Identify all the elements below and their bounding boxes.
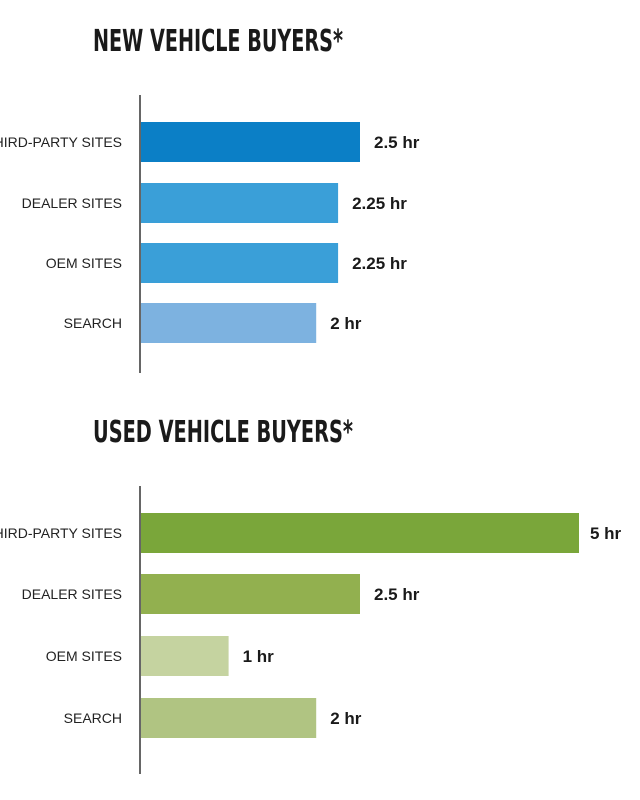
category-label: SEARCH xyxy=(64,315,122,331)
value-label: 1 hr xyxy=(243,647,275,666)
value-label: 2.5 hr xyxy=(374,133,420,152)
category-label: OEM SITES xyxy=(46,648,122,664)
value-label: 2 hr xyxy=(330,314,362,333)
bar xyxy=(141,183,339,223)
bar xyxy=(141,698,317,738)
category-label: THIRD-PARTY SITES xyxy=(0,525,122,541)
value-label: 2.25 hr xyxy=(352,254,407,273)
value-label: 2.25 hr xyxy=(352,194,407,213)
category-label: THIRD-PARTY SITES xyxy=(0,134,122,150)
bar xyxy=(141,513,579,553)
chart-title: USED VEHICLE BUYERS* xyxy=(93,415,353,450)
value-label: 2 hr xyxy=(330,709,362,728)
chart-new-vehicle-buyers: NEW VEHICLE BUYERS* THIRD-PARTY SITES 2.5… xyxy=(0,24,420,373)
bar xyxy=(141,303,317,343)
chart-used-vehicle-buyers: USED VEHICLE BUYERS* THIRD-PARTY SITES 5 … xyxy=(0,415,622,774)
bar xyxy=(141,122,360,162)
bar xyxy=(141,636,229,676)
category-label: DEALER SITES xyxy=(22,195,122,211)
bar xyxy=(141,574,360,614)
category-label: SEARCH xyxy=(64,710,122,726)
bar-group: THIRD-PARTY SITES 2.5 hr DEALER SITES 2.25 … xyxy=(0,122,420,343)
value-label: 2.5 hr xyxy=(374,585,420,604)
bar-group: THIRD-PARTY SITES 5 hr DEALER SITES 2.5 hr O… xyxy=(0,513,622,738)
bar xyxy=(141,243,339,283)
category-label: OEM SITES xyxy=(46,255,122,271)
value-label: 5 hr xyxy=(590,524,622,543)
category-label: DEALER SITES xyxy=(22,586,122,602)
chart-title: NEW VEHICLE BUYERS* xyxy=(93,24,343,59)
